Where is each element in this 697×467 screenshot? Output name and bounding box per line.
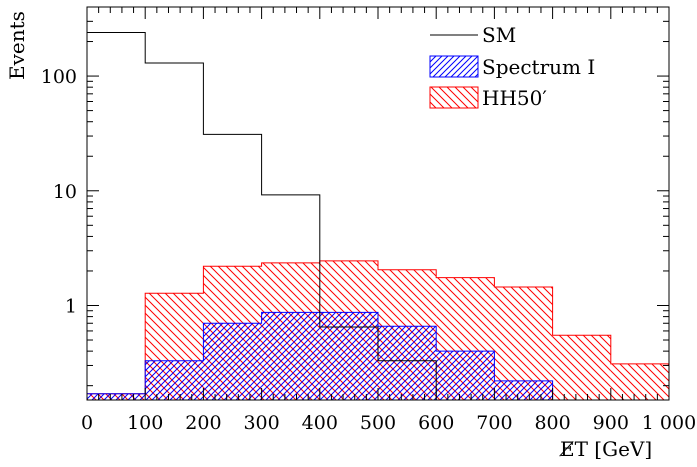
legend-label-hh50: HH50′	[482, 86, 547, 110]
y-tick-label: 1	[65, 295, 77, 317]
x-tick-label: 200	[185, 412, 221, 434]
axes-frame: 0 100 200 300 400 500 600 700 800 900 1 000 1 10 100	[41, 6, 696, 434]
legend-swatch-hh50	[429, 86, 479, 109]
x-tick-label: 300	[243, 412, 279, 434]
bar-spectrum-i-bin-2	[203, 323, 262, 400]
x-tick-label: 100	[127, 412, 163, 434]
y-tick-label: 10	[53, 181, 77, 203]
x-tick-label: 0	[81, 412, 93, 434]
bar-hh50-bin-9	[610, 363, 669, 400]
bar-spectrum-i-bin-1	[145, 360, 204, 400]
bar-spectrum-i-bin-0	[87, 393, 146, 400]
x-tick-label: 800	[534, 412, 570, 434]
series-outline-spectrum-i	[86, 311, 669, 401]
legend-label-sm: SM	[482, 23, 516, 47]
x-tick-label: 600	[418, 412, 454, 434]
y-tick-label: 100	[41, 66, 77, 88]
bar-hh50-bin-8	[552, 335, 611, 400]
legend-swatch-spectrum-i	[429, 55, 479, 78]
x-tick-label: 400	[302, 412, 338, 434]
legend: SM Spectrum I HH50′	[429, 23, 595, 110]
x-axis-title: E̸T [GeV]	[559, 437, 653, 461]
series-outline-hh50	[86, 260, 670, 400]
legend-label-spectrum-i: Spectrum I	[482, 55, 595, 79]
x-tick-label: 700	[476, 412, 512, 434]
bar-spectrum-i-bin-7	[494, 380, 553, 400]
bar-spectrum-i-bin-5	[378, 326, 437, 400]
bar-spectrum-i-bin-6	[436, 351, 495, 400]
bar-spectrum-i-bin-4	[319, 312, 378, 400]
plot-area	[86, 31, 670, 401]
y-axis-title: Events	[5, 11, 29, 80]
x-tick-label: 1 000	[642, 412, 696, 434]
x-tick-label: 900	[593, 412, 629, 434]
x-tick-label: 500	[360, 412, 396, 434]
bar-spectrum-i-bin-3	[261, 312, 320, 400]
